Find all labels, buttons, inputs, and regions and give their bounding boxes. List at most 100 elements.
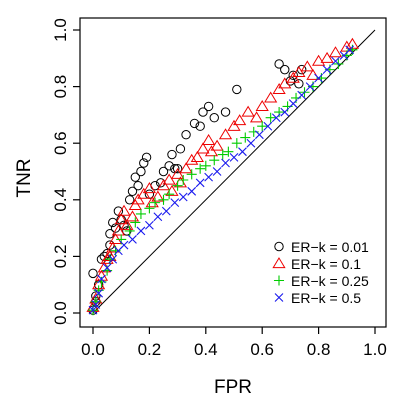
data-point [195, 178, 205, 188]
data-point [220, 107, 231, 117]
data-point [97, 274, 106, 284]
data-point [240, 132, 251, 143]
data-point [128, 235, 137, 244]
data-point [158, 194, 169, 205]
data-point [144, 203, 155, 214]
data-point [172, 163, 183, 174]
data-point [232, 84, 242, 95]
data-point [175, 144, 186, 154]
data-point [227, 119, 241, 131]
legend-entry: ER−k = 0.5 [274, 290, 361, 306]
data-point [264, 91, 278, 103]
data-point [280, 107, 290, 117]
data-point [130, 217, 141, 228]
data-point [297, 90, 307, 100]
data-point [133, 180, 143, 191]
data-point [223, 146, 234, 157]
data-point [91, 300, 101, 309]
data-point [124, 225, 135, 236]
data-point [288, 70, 298, 80]
data-point [322, 65, 332, 74]
data-point [88, 305, 98, 315]
legend-marker [274, 293, 284, 302]
data-point [209, 155, 220, 166]
data-point [114, 213, 128, 225]
data-point [178, 174, 189, 186]
data-point [131, 193, 145, 205]
data-point [218, 128, 233, 140]
data-point [128, 199, 142, 211]
data-point [161, 206, 171, 216]
axes: 0.0 0.2 0.4 0.6 0.8 1.0 0.0 0.2 0.4 0.6 0.8 1.0 [51, 17, 387, 359]
data-point [185, 153, 199, 165]
data-point [164, 161, 174, 171]
y-tick-label: 1.0 [51, 18, 70, 42]
data-point [238, 147, 247, 157]
legend-entry: ER−k = 0.01 [274, 239, 369, 255]
data-point [102, 263, 112, 273]
data-point [136, 166, 146, 177]
x-tick-label: 0.2 [138, 340, 162, 359]
data-point [320, 51, 334, 63]
data-point [328, 46, 343, 58]
data-point [187, 186, 197, 196]
data-point [249, 111, 264, 123]
x-tick-label: 0.6 [250, 340, 274, 359]
x-tick-label: 1.0 [363, 340, 387, 359]
legend-marker [274, 241, 284, 252]
data-point [142, 182, 157, 194]
data-point [120, 218, 134, 230]
data-point [255, 130, 264, 140]
data-point [286, 71, 300, 83]
data-point [294, 79, 304, 89]
series-4 [88, 45, 354, 315]
legend-marker [272, 257, 286, 269]
data-point [105, 229, 115, 239]
data-point [137, 187, 151, 199]
x-tick-label: 0.8 [307, 340, 331, 359]
data-point [233, 114, 247, 126]
data-point [164, 189, 175, 200]
y-tick-label: 0.4 [51, 188, 70, 212]
y-axis-title: TNR [14, 158, 35, 197]
data-point [158, 166, 169, 177]
data-point [195, 163, 206, 174]
data-point [136, 226, 146, 236]
y-tick-label: 0.8 [51, 75, 70, 99]
plot-frame [79, 17, 387, 328]
data-point [221, 158, 230, 168]
data-point [272, 82, 286, 95]
legend-entry: ER−k = 0.25 [273, 273, 369, 289]
data-point [162, 173, 176, 185]
data-point [150, 197, 161, 208]
data-point [204, 145, 219, 157]
data-point [94, 288, 104, 298]
data-point [88, 268, 98, 279]
data-point [314, 73, 323, 83]
legend-label: ER−k = 0.25 [291, 273, 369, 289]
data-point [156, 179, 171, 191]
data-point [181, 130, 191, 140]
data-point [274, 59, 284, 69]
data-point [263, 121, 273, 131]
data-point [246, 138, 256, 148]
y-tick-label: 0.0 [51, 301, 70, 325]
data-point [241, 105, 255, 117]
data-point [271, 113, 281, 123]
data-point [111, 224, 125, 236]
x-tick-label: 0.4 [194, 340, 218, 359]
data-point [196, 142, 210, 154]
data-point [124, 195, 135, 205]
data-point [153, 212, 163, 222]
data-point [229, 152, 239, 162]
data-point [127, 186, 138, 197]
x-tick-label: 0.0 [81, 340, 105, 359]
plot-area [86, 29, 376, 316]
legend-marker [273, 275, 285, 286]
data-point [202, 133, 216, 145]
data-point [198, 107, 208, 117]
data-point [119, 240, 129, 250]
reference-line [92, 29, 376, 314]
